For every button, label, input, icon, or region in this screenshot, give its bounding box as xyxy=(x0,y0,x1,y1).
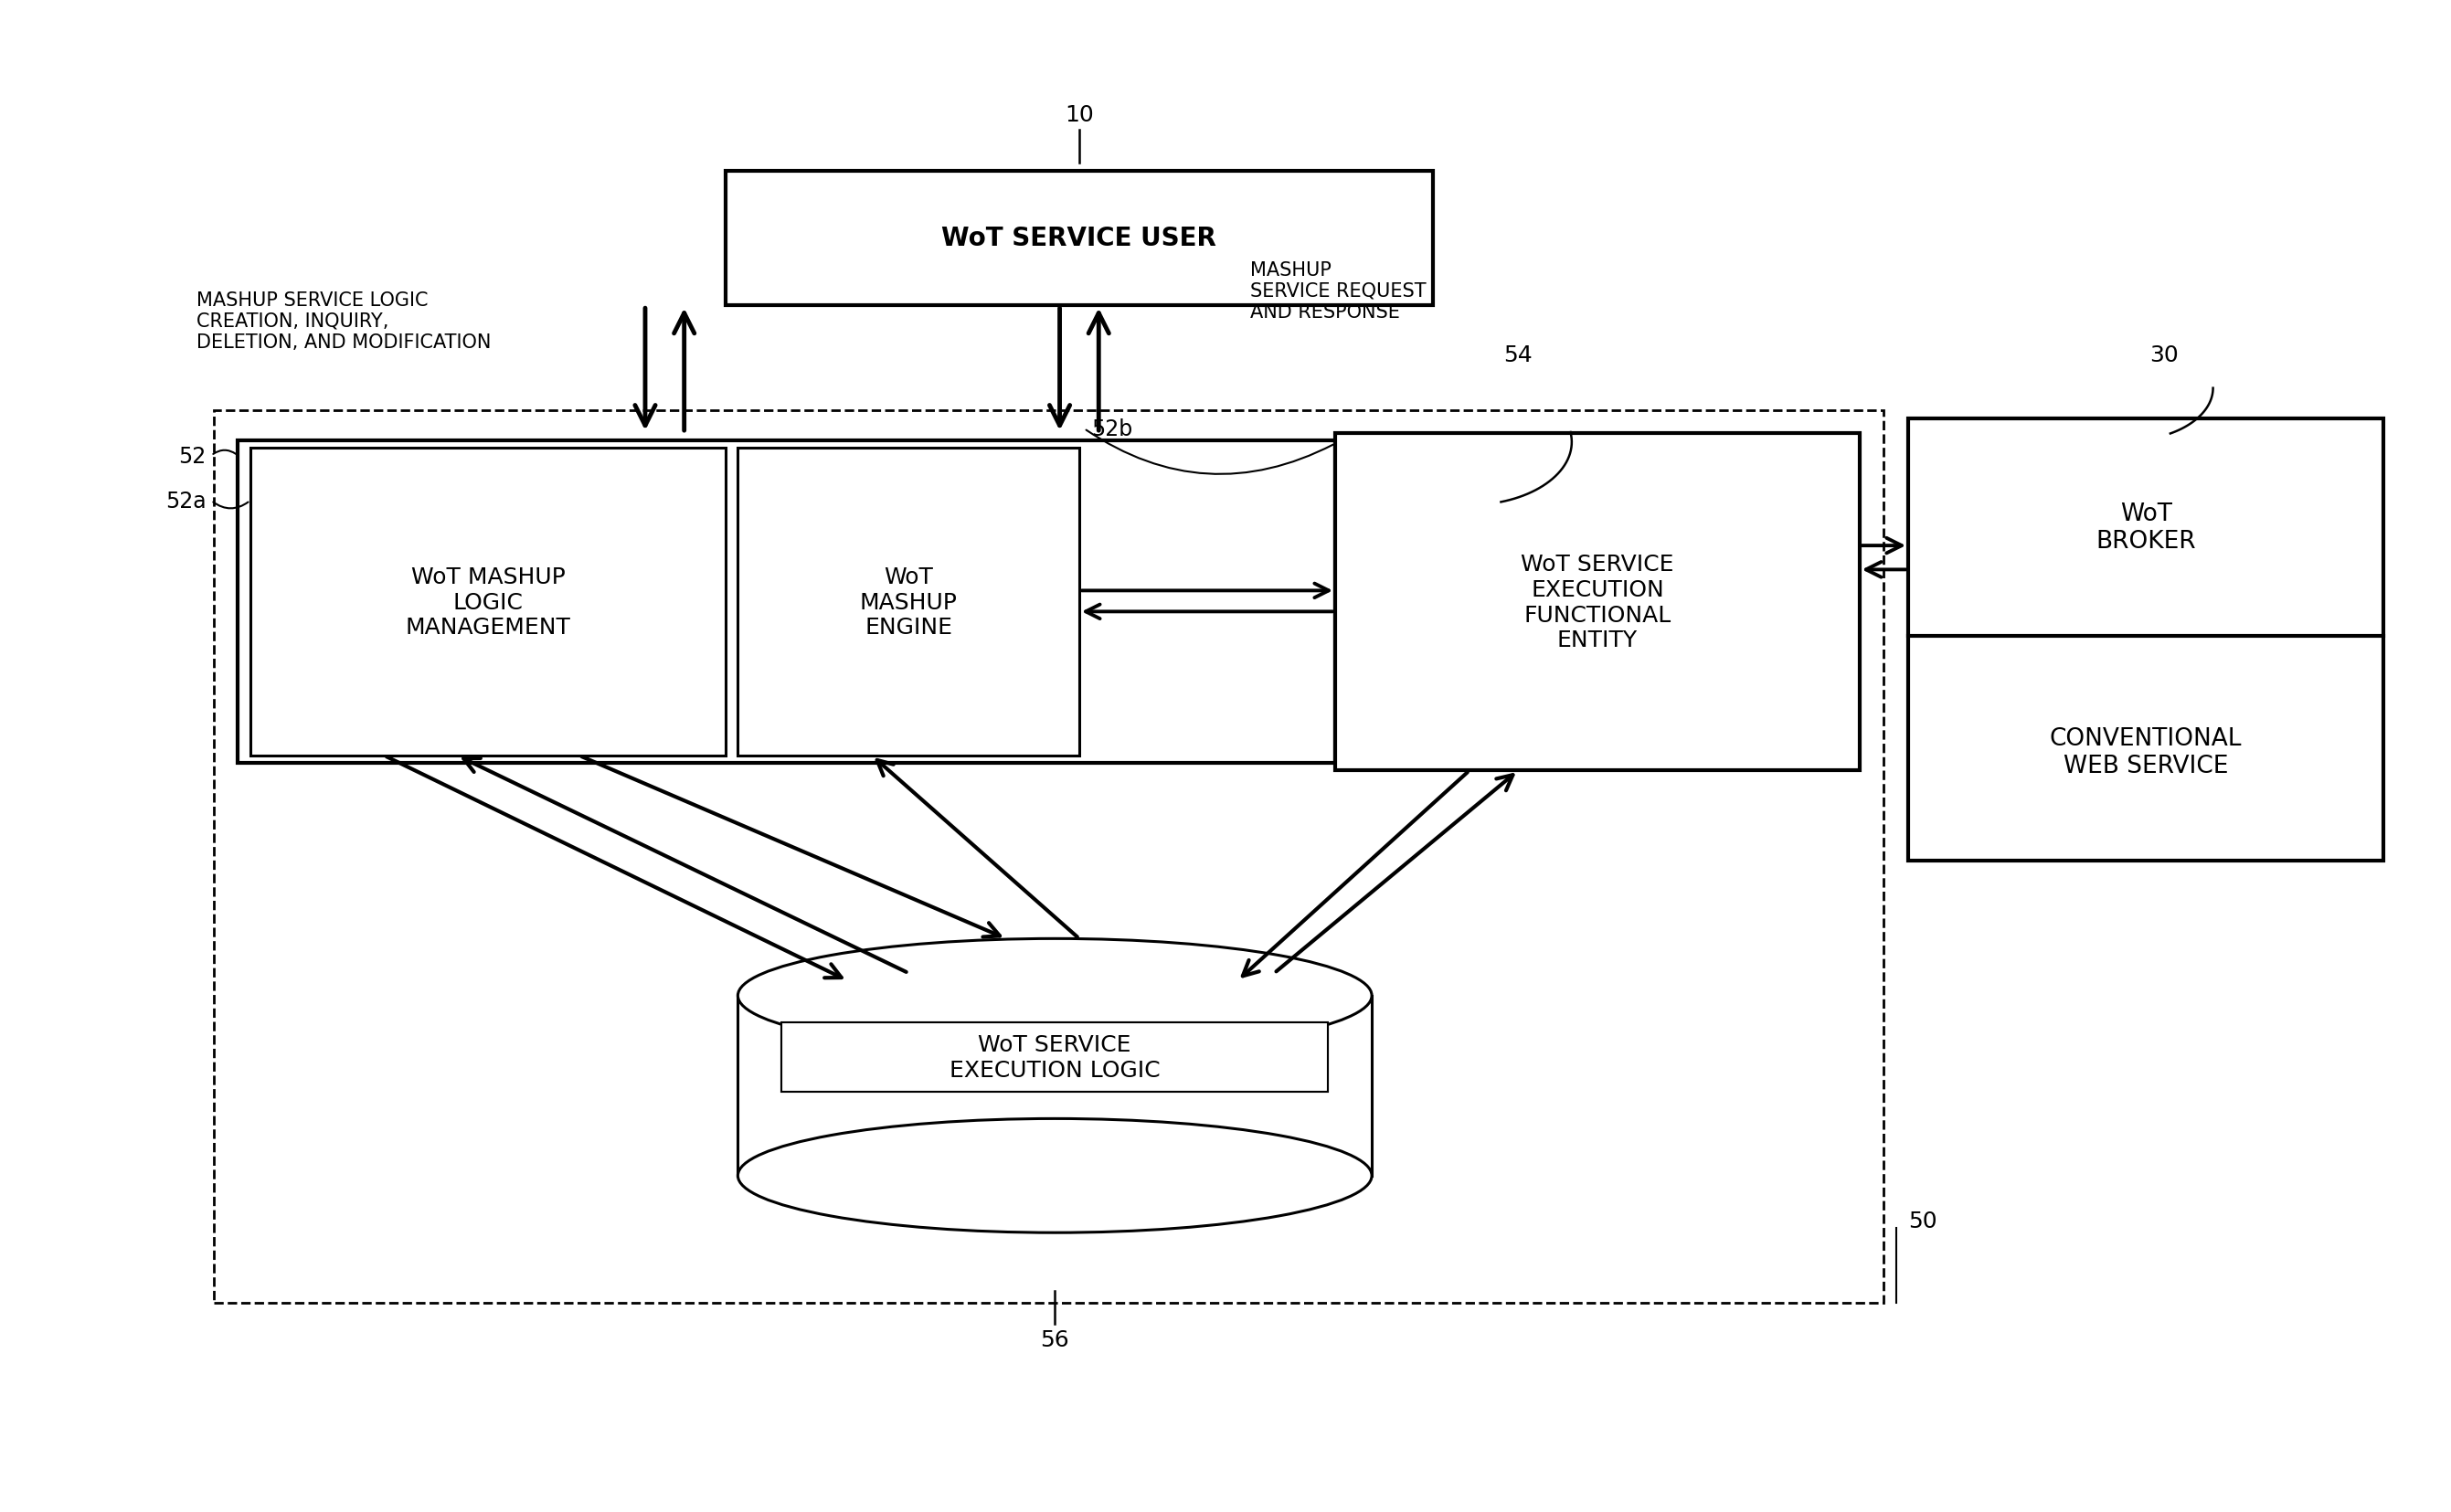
Bar xyxy=(1909,419,2385,860)
Bar xyxy=(782,1024,1328,1092)
Text: WoT SERVICE
EXECUTION
FUNCTIONAL
ENTITY: WoT SERVICE EXECUTION FUNCTIONAL ENTITY xyxy=(1520,553,1674,652)
Text: WoT
BROKER: WoT BROKER xyxy=(2096,502,2196,553)
Bar xyxy=(213,411,1885,1303)
Bar xyxy=(1336,434,1860,771)
Bar xyxy=(250,449,725,756)
Ellipse shape xyxy=(738,1119,1373,1232)
Text: MASHUP
SERVICE REQUEST
AND RESPONSE: MASHUP SERVICE REQUEST AND RESPONSE xyxy=(1250,262,1426,322)
Text: 10: 10 xyxy=(1064,104,1093,127)
Text: MASHUP SERVICE LOGIC
CREATION, INQUIRY,
DELETION, AND MODIFICATION: MASHUP SERVICE LOGIC CREATION, INQUIRY, … xyxy=(196,290,490,351)
Text: 30: 30 xyxy=(2150,345,2179,366)
Bar xyxy=(238,442,1336,764)
Text: 52b: 52b xyxy=(1091,419,1132,440)
Text: WoT MASHUP
LOGIC
MANAGEMENT: WoT MASHUP LOGIC MANAGEMENT xyxy=(404,565,571,638)
Text: 52: 52 xyxy=(179,445,206,467)
Text: CONVENTIONAL
WEB SERVICE: CONVENTIONAL WEB SERVICE xyxy=(2049,727,2243,777)
Text: 52a: 52a xyxy=(167,490,206,513)
Text: WoT
MASHUP
ENGINE: WoT MASHUP ENGINE xyxy=(860,565,958,638)
Text: WoT SERVICE USER: WoT SERVICE USER xyxy=(941,225,1216,251)
Bar xyxy=(738,449,1078,756)
Bar xyxy=(725,171,1434,307)
Text: 54: 54 xyxy=(1502,345,1532,366)
Text: 50: 50 xyxy=(1909,1210,1936,1232)
Ellipse shape xyxy=(738,939,1373,1052)
Text: 56: 56 xyxy=(1039,1329,1069,1350)
Text: WoT SERVICE
EXECUTION LOGIC: WoT SERVICE EXECUTION LOGIC xyxy=(949,1034,1159,1081)
Bar xyxy=(738,996,1373,1176)
